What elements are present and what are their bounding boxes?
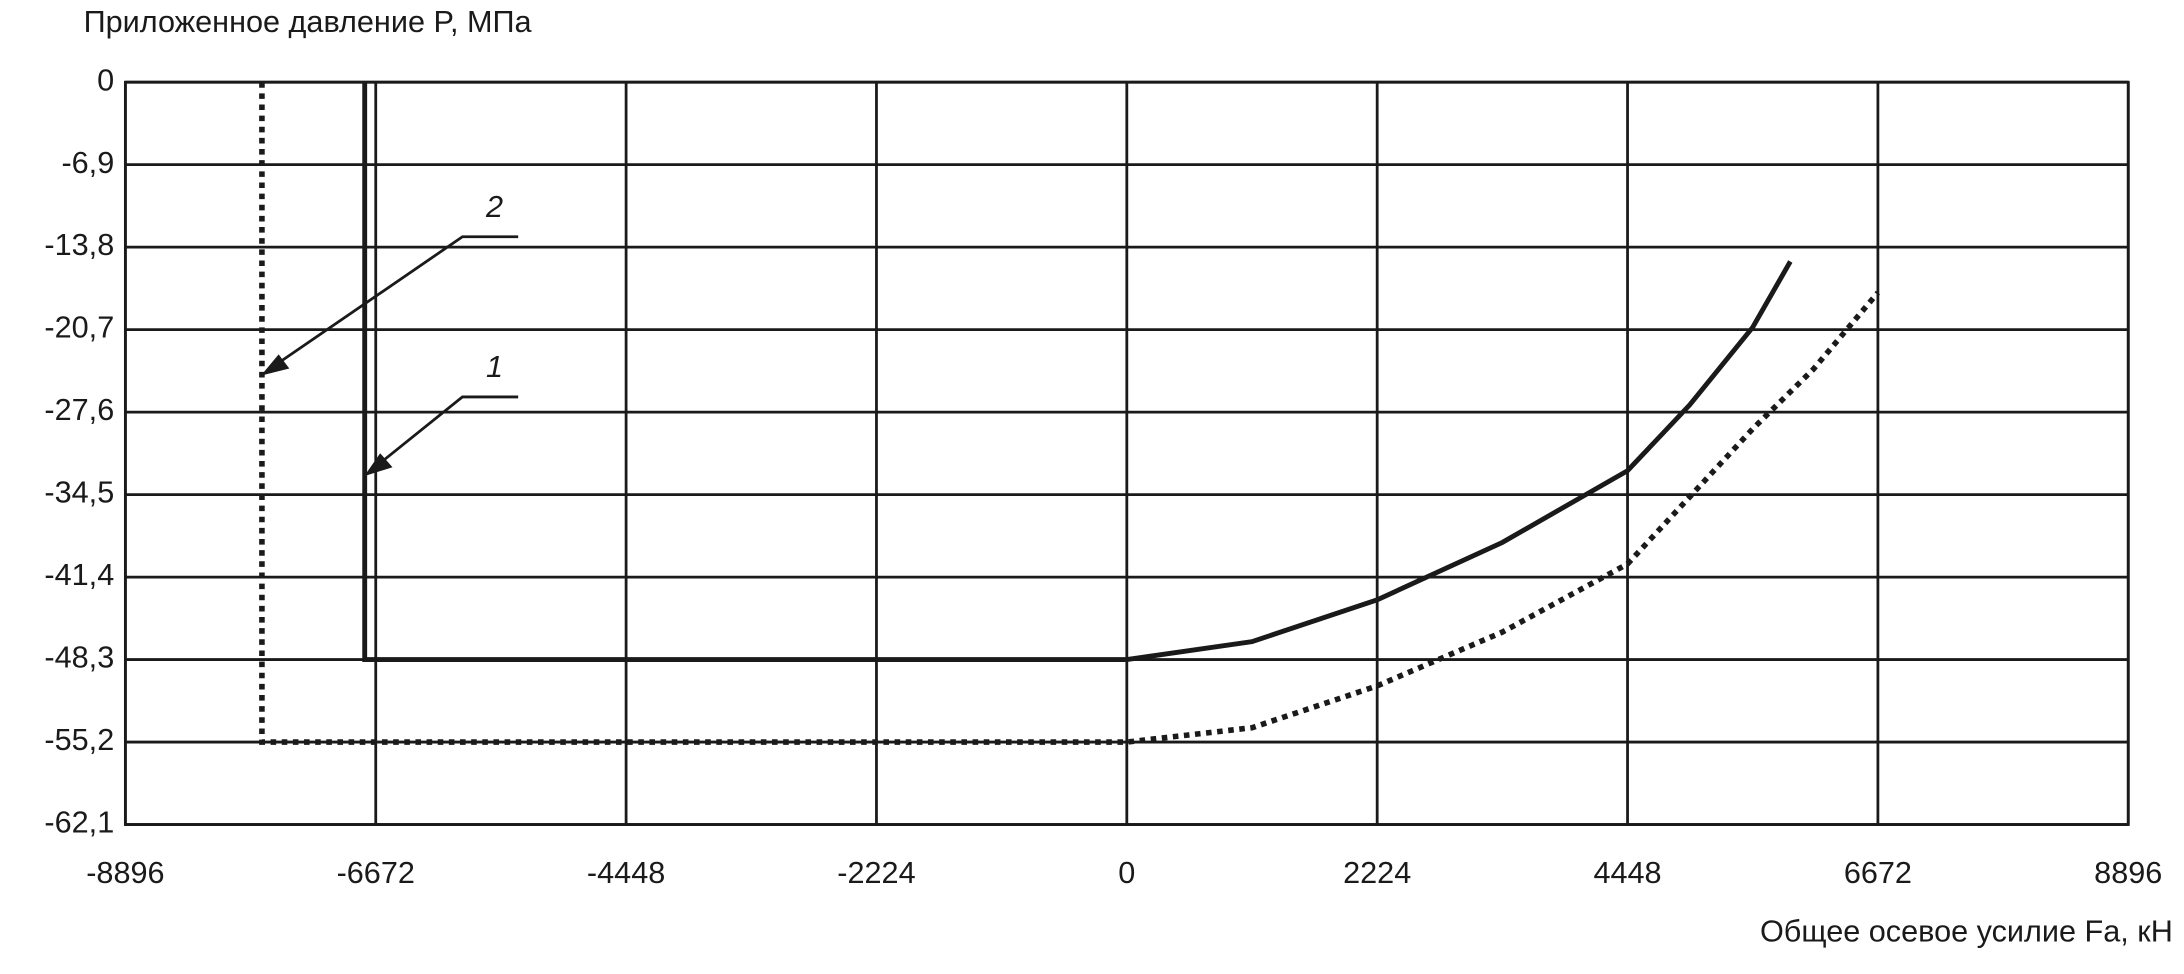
x-tick-label: 6672 <box>1844 856 1912 890</box>
plot-frame <box>123 80 2130 826</box>
x-axis-title: Общее осевое усилие Fa, кН <box>1760 914 2173 948</box>
x-tick-label: -4448 <box>587 856 665 890</box>
leader-lines <box>260 235 519 477</box>
y-axis-title: Приложенное давление P, МПа <box>84 5 533 39</box>
arrowhead-1 <box>364 453 393 477</box>
x-tick-label: -8896 <box>86 856 164 890</box>
y-tick-label: -34,5 <box>44 476 114 510</box>
y-tick-label: -48,3 <box>44 641 114 675</box>
leader-2 <box>266 235 519 372</box>
x-tick-label: -2224 <box>837 856 915 890</box>
x-tick-label: 2224 <box>1343 856 1411 890</box>
y-tick-label: -20,7 <box>44 311 114 345</box>
x-tick-label: 8896 <box>2094 856 2162 890</box>
x-tick-label: -6672 <box>337 856 415 890</box>
y-tick-label: -62,1 <box>44 806 114 840</box>
leader-1 <box>369 395 519 472</box>
series-label: 2 <box>485 190 503 224</box>
series-label: 1 <box>486 350 503 384</box>
series-line <box>362 82 1793 663</box>
y-tick-label: 0 <box>97 63 114 97</box>
x-tick-label: 0 <box>1118 856 1135 890</box>
y-tick-label: -27,6 <box>44 393 114 427</box>
x-tick-label: 4448 <box>1593 856 1661 890</box>
y-tick-label: -55,2 <box>44 723 114 757</box>
y-tick-label: -13,8 <box>44 228 114 262</box>
y-tick-label: -6,9 <box>61 146 114 180</box>
series-line <box>259 82 1881 745</box>
y-tick-label: -41,4 <box>44 558 114 592</box>
arrowhead-2 <box>260 354 290 376</box>
